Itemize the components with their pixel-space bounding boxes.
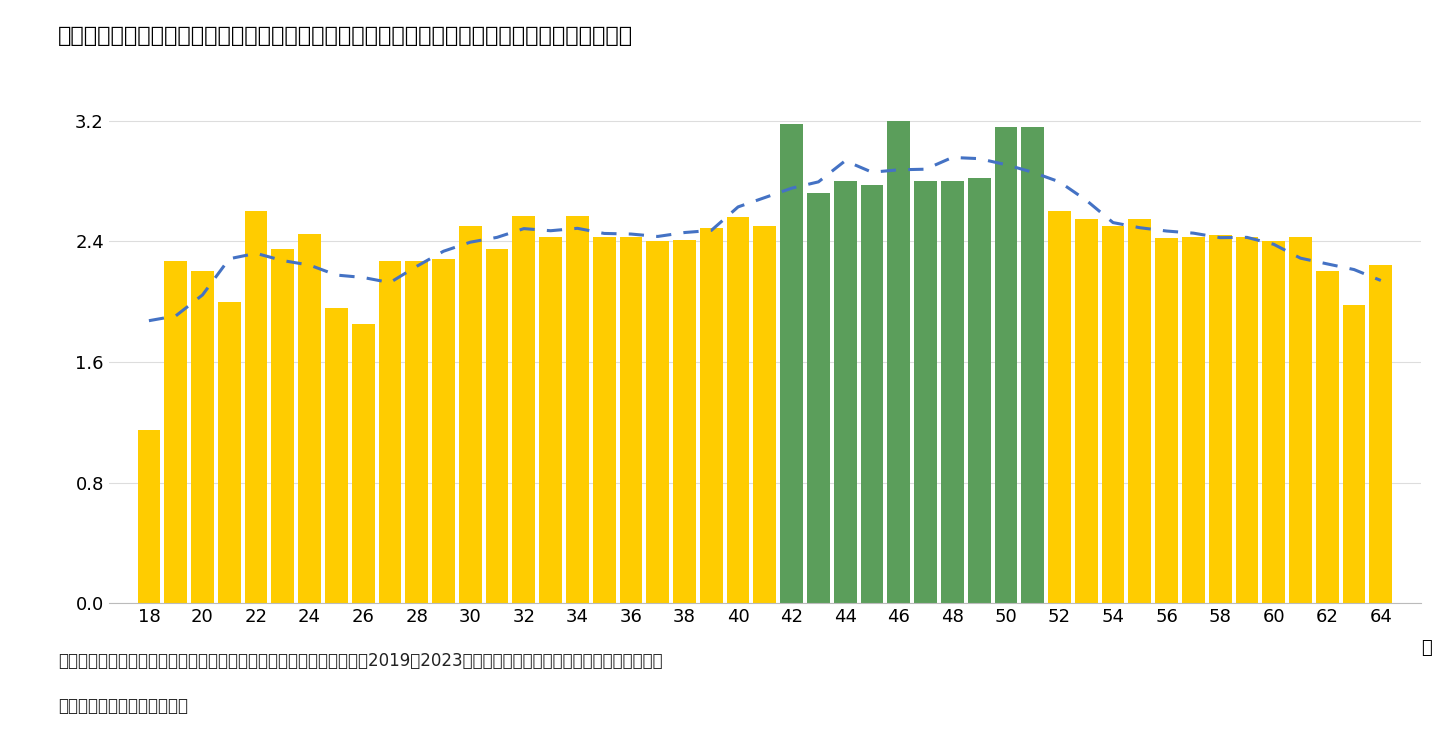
Bar (914, 181, 937, 603)
Bar (1102, 226, 1124, 603)
Bar (458, 226, 481, 603)
Bar (271, 249, 294, 603)
Bar (432, 259, 455, 603)
Bar (1182, 237, 1205, 603)
Bar (245, 211, 267, 603)
Bar (1128, 219, 1151, 603)
Text: 図表２　直近３か月間の症状について回答した症状数の年齢平均（過去５年分のプールデータ）: 図表２ 直近３か月間の症状について回答した症状数の年齢平均（過去５年分のプールデ… (58, 26, 634, 47)
Bar (539, 237, 563, 603)
Bar (808, 193, 829, 603)
Bar (673, 240, 696, 603)
Bar (754, 226, 776, 603)
Bar (1369, 265, 1392, 603)
Bar (619, 237, 642, 603)
Bar (887, 121, 911, 603)
Bar (967, 178, 990, 603)
Bar (325, 308, 348, 603)
Bar (378, 261, 402, 603)
Bar (593, 237, 616, 603)
Bar (164, 261, 187, 603)
Bar (1209, 235, 1231, 603)
Bar (726, 217, 750, 603)
Bar (1021, 127, 1044, 603)
Bar (1343, 305, 1366, 603)
Bar (647, 241, 668, 603)
Bar (1235, 237, 1259, 603)
Bar (299, 234, 320, 603)
Bar (1289, 237, 1312, 603)
Bar (941, 181, 964, 603)
Bar (861, 185, 883, 603)
Text: （注）点線は、５歳移動平均: （注）点線は、５歳移動平均 (58, 697, 188, 716)
Bar (700, 228, 722, 603)
Bar (138, 430, 161, 603)
Bar (191, 271, 213, 603)
Bar (566, 216, 589, 603)
Text: （資料）ニッセイ基礎研究所「被用者の働き方と健康に関する調査」2019～2023年（複数年にわたり回答している人を含む）: （資料）ニッセイ基礎研究所「被用者の働き方と健康に関する調査」2019～2023… (58, 652, 663, 670)
Bar (995, 127, 1018, 603)
Bar (780, 124, 803, 603)
Bar (406, 261, 428, 603)
Bar (218, 302, 241, 603)
Bar (1048, 211, 1072, 603)
Bar (834, 181, 857, 603)
Bar (1156, 238, 1177, 603)
Bar (1074, 219, 1098, 603)
Bar (512, 216, 535, 603)
Bar (486, 249, 509, 603)
Bar (1317, 271, 1338, 603)
Bar (352, 324, 374, 603)
Text: 歳: 歳 (1421, 639, 1431, 657)
Bar (1263, 241, 1285, 603)
